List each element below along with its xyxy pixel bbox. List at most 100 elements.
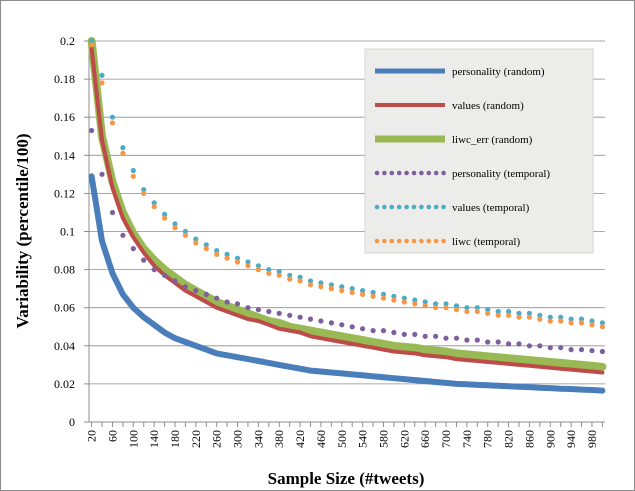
data-point xyxy=(495,308,501,315)
data-point xyxy=(412,301,418,307)
data-point xyxy=(401,299,407,305)
data-point xyxy=(224,299,230,305)
y-tick-label: 0.18 xyxy=(54,72,75,86)
data-point xyxy=(401,331,407,337)
data-point xyxy=(130,173,136,179)
data-point xyxy=(214,251,220,257)
legend-dot xyxy=(374,170,380,176)
x-tick-label: 780 xyxy=(481,430,495,448)
data-point xyxy=(422,299,428,305)
data-point xyxy=(443,305,449,311)
legend-dot xyxy=(404,238,409,244)
data-point xyxy=(328,286,334,292)
data-point xyxy=(360,291,366,297)
data-point xyxy=(276,310,282,316)
x-tick-label: 740 xyxy=(460,430,474,448)
data-point xyxy=(370,328,376,334)
legend-dot xyxy=(374,238,380,244)
x-axis-title: Sample Size (#tweets) xyxy=(268,469,425,488)
data-point xyxy=(151,204,157,210)
data-point xyxy=(391,297,397,303)
x-tick-label: 300 xyxy=(231,430,245,448)
series-line-2 xyxy=(87,37,607,371)
legend-swatch xyxy=(374,238,446,244)
data-point xyxy=(578,320,585,326)
data-point xyxy=(234,301,241,307)
data-point xyxy=(203,246,209,252)
x-tick-label: 500 xyxy=(335,430,349,448)
y-tick-label: 0.14 xyxy=(54,148,75,162)
data-point xyxy=(422,333,428,339)
x-tick-label: 180 xyxy=(168,430,182,448)
data-point xyxy=(130,167,136,174)
x-tick-label: 340 xyxy=(251,430,265,448)
data-point xyxy=(370,289,376,296)
data-point xyxy=(182,232,188,238)
data-point xyxy=(193,236,199,242)
data-point xyxy=(266,270,272,276)
legend-dot xyxy=(382,238,387,244)
data-point xyxy=(151,200,157,206)
x-tick-label: 580 xyxy=(376,430,390,448)
data-point xyxy=(203,291,209,297)
legend-dot xyxy=(419,170,424,176)
x-tick-label: 380 xyxy=(272,430,286,448)
data-point xyxy=(547,345,553,351)
data-point xyxy=(276,268,282,275)
data-point xyxy=(495,339,501,345)
series-dots-3 xyxy=(89,127,606,355)
data-point xyxy=(599,320,606,326)
y-tick-label: 0.1 xyxy=(60,225,75,239)
legend-dot xyxy=(441,170,446,176)
data-point xyxy=(214,248,220,254)
data-point xyxy=(120,232,126,238)
data-point xyxy=(287,272,293,278)
data-point xyxy=(433,301,439,307)
data-point xyxy=(412,331,418,337)
data-point xyxy=(328,282,334,288)
x-tick-label: 660 xyxy=(418,430,432,448)
data-point xyxy=(506,308,512,315)
y-tick-label: 0.02 xyxy=(54,377,75,391)
data-point xyxy=(453,303,460,309)
legend-box xyxy=(364,48,594,254)
data-point xyxy=(89,127,95,134)
x-tick-label: 220 xyxy=(189,430,203,448)
x-tick-label: 820 xyxy=(502,430,516,448)
gridlines xyxy=(89,40,605,385)
data-point xyxy=(422,303,428,309)
x-tick-label: 900 xyxy=(543,430,557,448)
series-line-0 xyxy=(88,173,606,394)
data-point xyxy=(318,318,324,324)
data-point xyxy=(141,190,147,196)
data-point xyxy=(537,343,543,349)
data-point xyxy=(318,280,324,286)
data-point xyxy=(99,80,105,86)
data-point xyxy=(234,255,241,261)
data-point xyxy=(151,267,157,273)
data-point xyxy=(443,301,449,307)
data-point xyxy=(307,316,314,322)
data-point xyxy=(255,307,261,313)
data-point xyxy=(307,282,314,288)
y-tick-label: 0.04 xyxy=(54,339,75,353)
y-tick-label: 0.08 xyxy=(54,263,75,277)
data-point xyxy=(297,274,303,280)
legend-swatch xyxy=(374,204,446,210)
data-point xyxy=(589,348,595,354)
data-point xyxy=(141,187,147,193)
x-tick-label: 980 xyxy=(585,430,599,448)
legend-dot xyxy=(404,170,409,176)
data-point xyxy=(568,347,574,353)
y-tick-label: 0.16 xyxy=(54,110,75,124)
y-tick-label: 0 xyxy=(69,415,75,429)
legend-dot xyxy=(382,170,387,176)
data-point xyxy=(307,278,314,284)
x-tick-label: 100 xyxy=(126,430,140,448)
legend-dot xyxy=(441,204,446,210)
x-tick-label: 60 xyxy=(105,430,119,442)
data-point xyxy=(276,272,282,278)
data-point xyxy=(453,335,460,341)
data-point xyxy=(287,276,293,282)
data-point xyxy=(109,114,116,120)
